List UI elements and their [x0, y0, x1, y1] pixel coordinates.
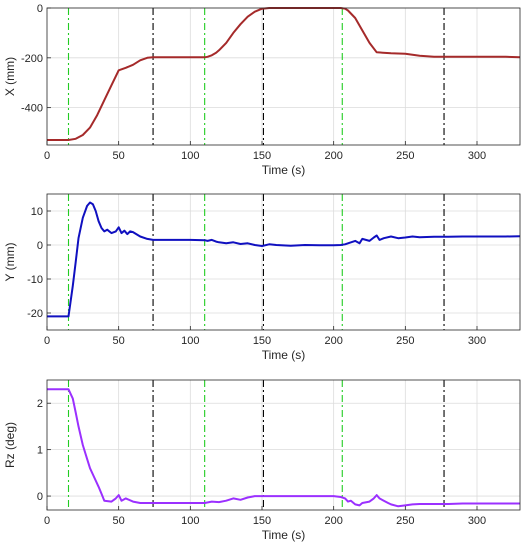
- x-tick-label: 100: [181, 150, 199, 162]
- x-tick-label: 0: [44, 150, 50, 162]
- y-tick-label: 0: [37, 240, 43, 252]
- plot-area: [47, 8, 520, 145]
- x-tick-label: 0: [44, 515, 50, 527]
- x-axis-label: Time (s): [262, 163, 306, 177]
- x-tick-label: 200: [324, 515, 342, 527]
- x-tick-label: 100: [181, 335, 199, 347]
- y-tick-label: -10: [27, 274, 43, 286]
- y-tick-label: -400: [21, 103, 43, 115]
- y-axis-label: Rz (deg): [3, 422, 17, 468]
- x-tick-label: 150: [253, 515, 271, 527]
- x-axis-label: Time (s): [262, 528, 306, 542]
- y-tick-label: 2: [37, 398, 43, 410]
- x-tick-label: 100: [181, 515, 199, 527]
- x-tick-label: 250: [396, 515, 414, 527]
- series-line: [47, 201, 521, 318]
- x-panel: 0 50 100 150 200 250 300 0 -200 -400 Time (s) X (mm…: [3, 3, 521, 177]
- x-tick-label: 0: [44, 335, 50, 347]
- x-axis-label: Time (s): [262, 348, 306, 362]
- y-tick-label: -20: [27, 308, 43, 320]
- plot-area: [47, 194, 520, 330]
- y-tick-label: 0: [37, 3, 43, 15]
- axes-frame: [46, 379, 521, 511]
- x-tick-label: 50: [113, 150, 125, 162]
- x-tick-label: 150: [253, 335, 271, 347]
- x-tick-label: 250: [396, 335, 414, 347]
- y-tick-label: 10: [31, 206, 43, 218]
- y-axis-label: Y (mm): [3, 242, 17, 281]
- plot-area: [47, 380, 520, 510]
- x-tick-label: 250: [396, 150, 414, 162]
- x-tick-label: 200: [324, 335, 342, 347]
- rz-panel: 0 50 100 150 200 250 300 2 1 0 Time (s) Rz (deg): [3, 379, 521, 542]
- series-line: [47, 7, 521, 141]
- y-tick-label: 0: [37, 491, 43, 503]
- x-tick-label: 200: [324, 150, 342, 162]
- y-tick-label: 1: [37, 445, 43, 457]
- y-tick-label: -200: [21, 53, 43, 65]
- x-tick-label: 300: [468, 335, 486, 347]
- axes-frame: [46, 7, 521, 146]
- x-tick-label: 150: [253, 150, 271, 162]
- axes-frame: [46, 193, 521, 331]
- x-tick-label: 50: [113, 335, 125, 347]
- series-line: [47, 388, 520, 508]
- y-axis-label: X (mm): [3, 57, 17, 96]
- x-tick-label: 300: [468, 150, 486, 162]
- x-tick-label: 300: [468, 515, 486, 527]
- x-tick-label: 50: [113, 515, 125, 527]
